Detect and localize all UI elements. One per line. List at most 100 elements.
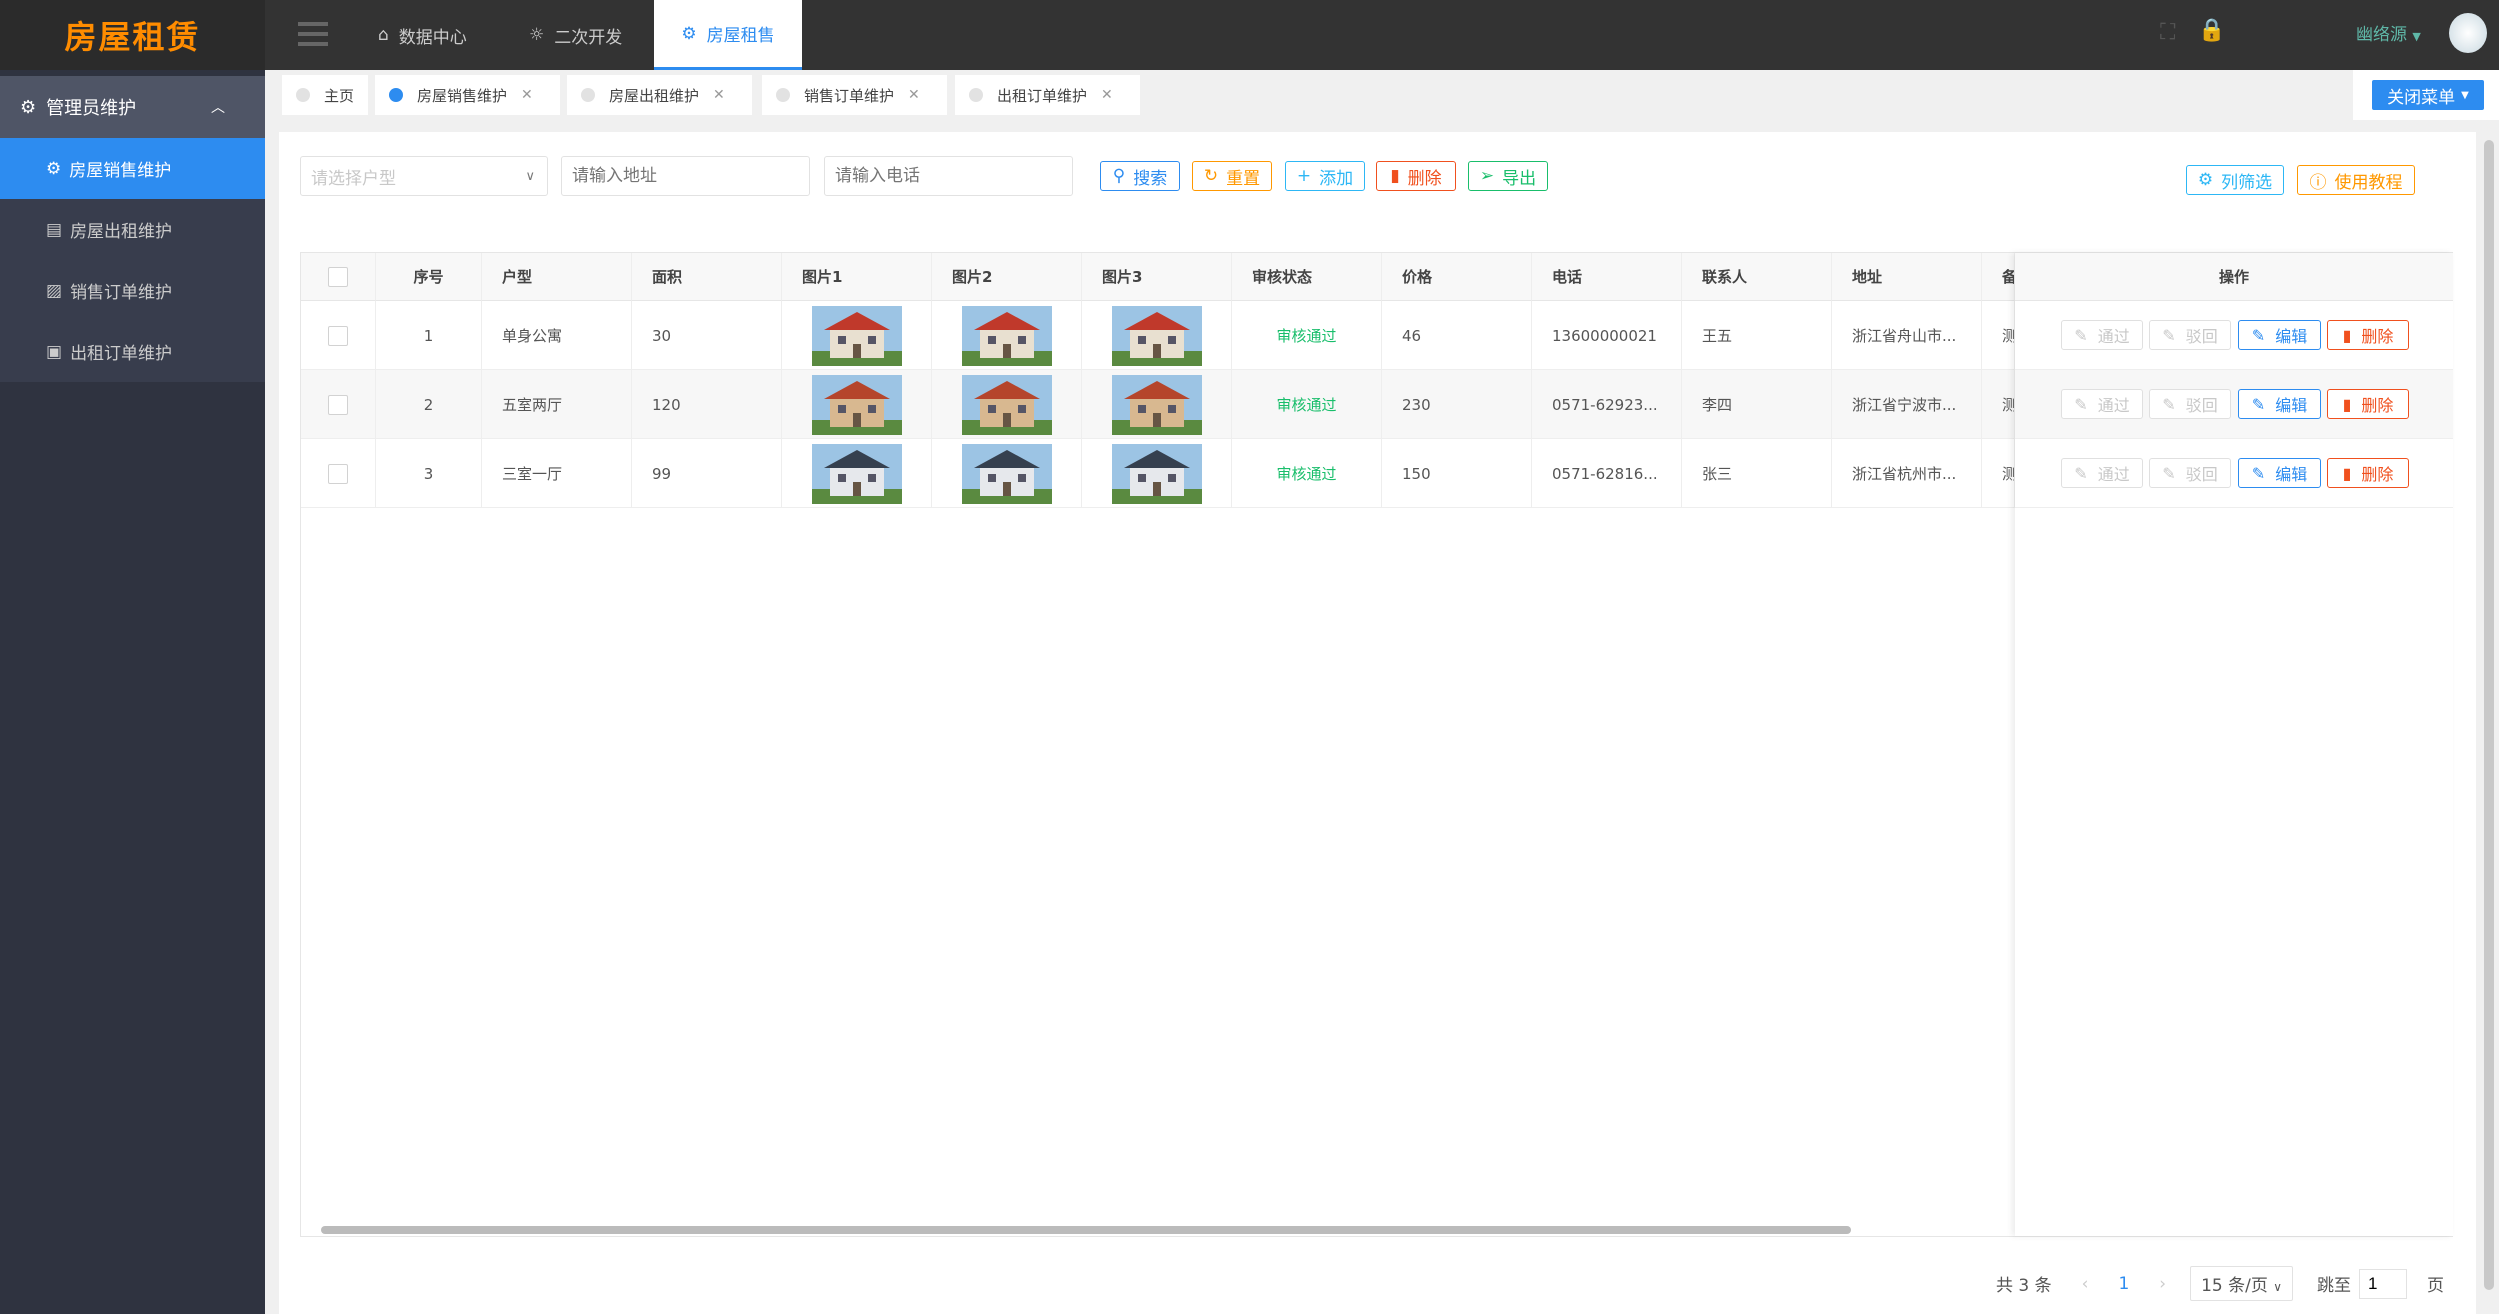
goto-input[interactable] [2359, 1268, 2408, 1299]
sidebar-item-sale-orders[interactable]: ▨ 销售订单维护 [0, 260, 265, 321]
chevron-down-icon: ∨ [525, 168, 535, 184]
row-delete-button[interactable]: ▮ 删除 [2327, 389, 2409, 419]
approve-button[interactable]: ✎ 通过 [2061, 389, 2143, 419]
house-image[interactable] [811, 374, 902, 435]
header-cell: 图片3 [1082, 253, 1232, 301]
vertical-scrollbar[interactable] [2484, 140, 2494, 1290]
image-cell [932, 439, 1082, 508]
header-actions: 操作 [2015, 253, 2453, 301]
house-image[interactable] [811, 443, 902, 504]
header-cell: 图片1 [782, 253, 932, 301]
close-icon[interactable]: ✕ [1101, 87, 1113, 103]
prev-page-icon[interactable]: ‹ [2081, 1273, 2089, 1294]
label: 删除 [2361, 327, 2394, 346]
caret-down-icon: ▼ [2461, 89, 2469, 101]
label: 房屋销售维护 [417, 86, 508, 105]
phone-input[interactable] [824, 156, 1073, 196]
search-button[interactable]: ⚲ 搜索 [1100, 161, 1180, 191]
label: 驳回 [2185, 396, 2218, 415]
next-page-icon[interactable]: › [2159, 1273, 2167, 1294]
reset-button[interactable]: ↻ 重置 [1192, 161, 1272, 191]
cell-status: 审核通过 [1232, 439, 1382, 508]
tab-sale[interactable]: 房屋销售维护 ✕ [375, 75, 560, 115]
lock-icon[interactable]: 🔒 [2198, 18, 2226, 43]
tab-rent-orders[interactable]: 出租订单维护 ✕ [955, 75, 1140, 115]
chart-icon: ▨ [46, 280, 63, 301]
house-image[interactable] [1111, 443, 1202, 504]
label: 删除 [1407, 168, 1442, 189]
delete-button[interactable]: ▮ 删除 [1376, 161, 1456, 191]
fullscreen-icon[interactable]: ⛶ [2160, 20, 2176, 45]
avatar[interactable] [2449, 13, 2487, 53]
sidebar-group[interactable]: ⚙ 管理员维护 ︿ [0, 76, 265, 138]
tab-sale-orders[interactable]: 销售订单维护 ✕ [762, 75, 947, 115]
house-image[interactable] [1111, 305, 1202, 366]
row-delete-button[interactable]: ▮ 删除 [2327, 458, 2409, 488]
actions-row: ✎ 通过 ✎ 驳回 ✎ 编辑 ▮ 删除 [2015, 370, 2453, 439]
row-checkbox-cell [301, 439, 376, 508]
row-checkbox[interactable] [328, 394, 348, 415]
page-size-select[interactable]: 15 条/页 ∨ [2190, 1266, 2294, 1301]
close-menu-button[interactable]: 关闭菜单 ▼ [2372, 80, 2484, 110]
close-icon[interactable]: ✕ [713, 87, 725, 103]
edit-button[interactable]: ✎ 编辑 [2238, 458, 2321, 488]
export-button[interactable]: ➢ 导出 [1468, 161, 1548, 191]
hamburger-icon[interactable] [298, 22, 328, 46]
approve-button[interactable]: ✎ 通过 [2061, 320, 2143, 350]
row-checkbox[interactable] [328, 463, 348, 484]
dot-icon [389, 88, 403, 102]
sidebar-item-rent-orders[interactable]: ▣ 出租订单维护 [0, 321, 265, 382]
reject-button[interactable]: ✎ 驳回 [2149, 389, 2231, 419]
tab-home[interactable]: 主页 [282, 75, 368, 115]
page-1[interactable]: 1 [2118, 1273, 2130, 1294]
address-input[interactable] [561, 156, 810, 196]
house-image[interactable] [1111, 374, 1202, 435]
edit-button[interactable]: ✎ 编辑 [2238, 389, 2321, 419]
house-image[interactable] [961, 305, 1052, 366]
cell-type: 五室两厅 [482, 370, 632, 439]
label: 通过 [2097, 396, 2130, 415]
tab-rent[interactable]: 房屋出租维护 ✕ [567, 75, 752, 115]
nav-house[interactable]: ⚙ 房屋租售 [654, 0, 802, 70]
reject-button[interactable]: ✎ 驳回 [2149, 458, 2231, 488]
row-delete-button[interactable]: ▮ 删除 [2327, 320, 2409, 350]
cell-phone: 0571-62816... [1532, 439, 1682, 508]
close-icon[interactable]: ✕ [521, 87, 533, 103]
edit-button[interactable]: ✎ 编辑 [2238, 320, 2321, 350]
column-filter-button[interactable]: ⚙ 列筛选 [2186, 165, 2284, 195]
tutorial-button[interactable]: ⓘ 使用教程 [2297, 165, 2415, 195]
reject-button[interactable]: ✎ 驳回 [2149, 320, 2231, 350]
label: 房屋出租维护 [609, 86, 700, 105]
label: 使用教程 [2334, 172, 2403, 193]
label: 房屋销售维护 [69, 161, 172, 181]
approve-button[interactable]: ✎ 通过 [2061, 458, 2143, 488]
close-icon[interactable]: ✕ [908, 87, 920, 103]
label: 房屋租售 [706, 26, 775, 46]
image-cell [782, 439, 932, 508]
select-all-checkbox[interactable] [328, 266, 348, 287]
nav-data-center[interactable]: ⌂ 数据中心 [378, 0, 467, 70]
house-image[interactable] [811, 305, 902, 366]
house-image[interactable] [961, 374, 1052, 435]
add-button[interactable]: + 添加 [1285, 161, 1365, 191]
username: 幽络源 [2356, 25, 2407, 45]
label: 驳回 [2185, 327, 2218, 346]
nav-dev[interactable]: ☼ 二次开发 [529, 0, 622, 70]
sidebar-item-rent[interactable]: ▤ 房屋出租维护 [0, 199, 265, 260]
user-menu[interactable]: 幽络源 ▼ [2356, 20, 2421, 45]
label: 房屋出租维护 [70, 222, 173, 242]
label: 删除 [2361, 465, 2394, 484]
row-checkbox[interactable] [328, 325, 348, 346]
image-cell [1082, 439, 1232, 508]
cell-status: 审核通过 [1232, 370, 1382, 439]
horizontal-scrollbar[interactable] [321, 1226, 1851, 1234]
house-image[interactable] [961, 443, 1052, 504]
sidebar-item-sale[interactable]: ⚙ 房屋销售维护 [0, 138, 265, 199]
type-select[interactable]: 请选择户型 ∨ [300, 156, 548, 196]
row-checkbox-cell [301, 301, 376, 370]
cell-price: 230 [1382, 370, 1532, 439]
cell-remark: 测 [1982, 370, 2015, 439]
